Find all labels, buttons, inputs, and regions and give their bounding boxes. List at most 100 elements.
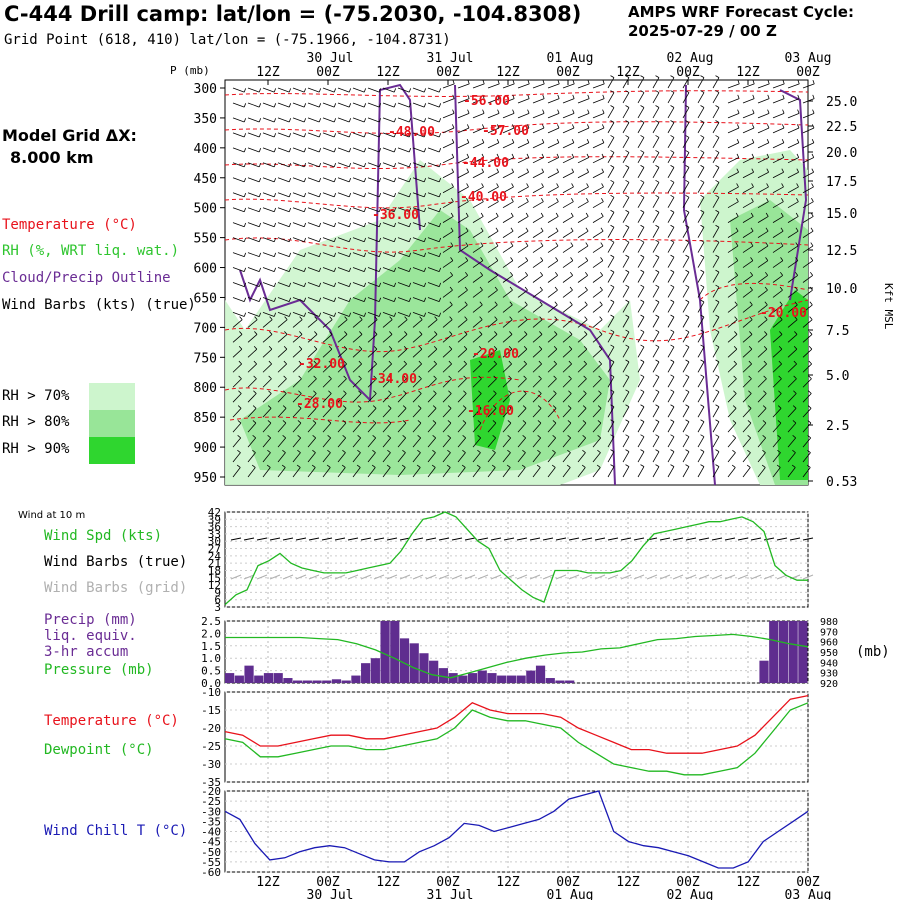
wind-barb-staff bbox=[787, 245, 799, 253]
wind-barb-flag bbox=[597, 405, 602, 409]
wind-barb-staff bbox=[667, 346, 675, 358]
wind-barb-staff bbox=[247, 437, 257, 448]
wind-barb-staff bbox=[397, 319, 408, 328]
wind-barb-staff bbox=[532, 171, 544, 179]
wind-barb-flag bbox=[496, 153, 500, 158]
wind-barb-flag bbox=[374, 331, 378, 335]
wind-barb-staff bbox=[727, 467, 736, 478]
wind-barb-flag bbox=[610, 90, 615, 93]
precip-bar bbox=[506, 675, 516, 683]
wind-barb-flag bbox=[640, 179, 645, 183]
precip-bar bbox=[448, 673, 458, 683]
wind-barb-flag bbox=[778, 360, 782, 365]
grid-wind-barb bbox=[633, 574, 645, 580]
wind-barb-staff bbox=[472, 98, 485, 104]
wind-barb-flag bbox=[765, 212, 769, 217]
wind-barb-staff bbox=[727, 83, 740, 89]
wind-barb-flag bbox=[378, 133, 382, 138]
wind-barb-flag bbox=[655, 434, 660, 438]
wind-barb-staff bbox=[487, 186, 499, 194]
wind-barb-staff bbox=[622, 167, 630, 178]
wind-barb-flag bbox=[388, 390, 392, 394]
wind-barb-flag bbox=[387, 435, 391, 439]
wind-barb-flag bbox=[610, 419, 615, 423]
pressure-tick-label: 950 bbox=[820, 648, 838, 659]
wind-barb-staff bbox=[337, 422, 347, 433]
wind-barb-flag bbox=[566, 464, 571, 468]
wind-barb-flag bbox=[751, 138, 755, 143]
wind-barb-flag bbox=[358, 375, 362, 380]
top-hour-label: 00Z bbox=[796, 65, 820, 80]
wind-barb-flag bbox=[685, 254, 690, 258]
grid-wind-barb bbox=[737, 574, 749, 580]
wind-barb-flag bbox=[807, 449, 811, 453]
wind-barb-flag bbox=[258, 148, 262, 153]
wind-chill-tick-label: -20 bbox=[201, 785, 221, 798]
rh-80-label: RH > 80% bbox=[2, 414, 70, 430]
wind-barb-flag bbox=[363, 237, 367, 242]
wind-barb-staff bbox=[712, 256, 720, 268]
precip-tick-label: 1.0 bbox=[201, 652, 221, 665]
wind-barb-staff bbox=[472, 127, 485, 134]
wind-barb-flag bbox=[782, 80, 785, 85]
temperature-tick-label: -25 bbox=[201, 740, 221, 753]
wind-barb-flag bbox=[363, 88, 367, 93]
wind-barb-staff bbox=[562, 437, 572, 448]
wind-barb-staff bbox=[802, 437, 812, 448]
wind-barb-flag bbox=[780, 242, 784, 247]
wind-barb-flag bbox=[357, 420, 362, 424]
wind-barb-flag bbox=[700, 434, 705, 438]
wind-barb-staff bbox=[247, 312, 260, 317]
wind-barb-staff bbox=[502, 127, 515, 134]
wind-barb-staff bbox=[727, 393, 737, 403]
wind-barb-staff bbox=[637, 361, 645, 373]
precip-bar bbox=[399, 638, 410, 683]
wind-barb-flag bbox=[670, 389, 675, 393]
wind-barb-flag bbox=[781, 153, 785, 158]
wind-barb-staff bbox=[667, 212, 675, 223]
wind-barb-staff bbox=[412, 252, 425, 258]
wind-barb-flag bbox=[348, 222, 352, 227]
wind-barb-flag bbox=[794, 301, 798, 306]
wind-barb-staff bbox=[247, 147, 260, 153]
wind-barb-staff bbox=[517, 348, 528, 358]
wind-barb-staff bbox=[562, 201, 574, 209]
wind-barb-staff bbox=[277, 408, 287, 418]
wind-barb-flag bbox=[610, 239, 615, 243]
wind-barb-flag bbox=[567, 449, 571, 453]
wind-barb-flag bbox=[318, 222, 322, 227]
true-wind-barb bbox=[386, 537, 398, 541]
wind-barb-flag bbox=[700, 419, 705, 423]
wind-barb-staff bbox=[457, 319, 468, 328]
wind-barb-flag bbox=[423, 312, 427, 317]
wind-barb-flag bbox=[318, 118, 322, 123]
wind-barb-staff bbox=[457, 157, 469, 164]
wind-barb-staff bbox=[337, 408, 347, 418]
wind-barb-staff bbox=[712, 197, 720, 208]
wind-barb-staff bbox=[637, 451, 645, 463]
wind-barb-staff bbox=[577, 467, 586, 478]
wind-barb-staff bbox=[502, 275, 513, 283]
wind-barb-staff bbox=[292, 147, 305, 153]
wind-barb-flag bbox=[765, 227, 769, 232]
wind-barb-flag bbox=[809, 271, 813, 276]
wind-barb-flag bbox=[715, 449, 720, 452]
wind-barb-flag bbox=[243, 133, 247, 138]
wind-barb-staff bbox=[412, 102, 425, 108]
wind-barb-staff bbox=[397, 132, 410, 138]
wind-barb-flag bbox=[417, 420, 422, 424]
wind-barb-flag bbox=[732, 405, 737, 409]
wind-barb-flag bbox=[587, 94, 590, 99]
grid-wind-barb bbox=[425, 574, 437, 580]
wind-barb-staff bbox=[337, 297, 350, 302]
wind-barb-staff bbox=[727, 319, 738, 328]
wind-barb-flag bbox=[343, 390, 347, 394]
wind-barb-flag bbox=[408, 207, 412, 212]
wind-barb-flag bbox=[583, 345, 588, 350]
wind-barb-staff bbox=[367, 452, 376, 463]
wind-barb-staff bbox=[607, 421, 615, 433]
wind-barb-flag bbox=[318, 297, 322, 302]
wind-barb-flag bbox=[288, 148, 292, 153]
wind-barb-staff bbox=[307, 297, 320, 302]
wind-barb-flag bbox=[734, 316, 738, 320]
